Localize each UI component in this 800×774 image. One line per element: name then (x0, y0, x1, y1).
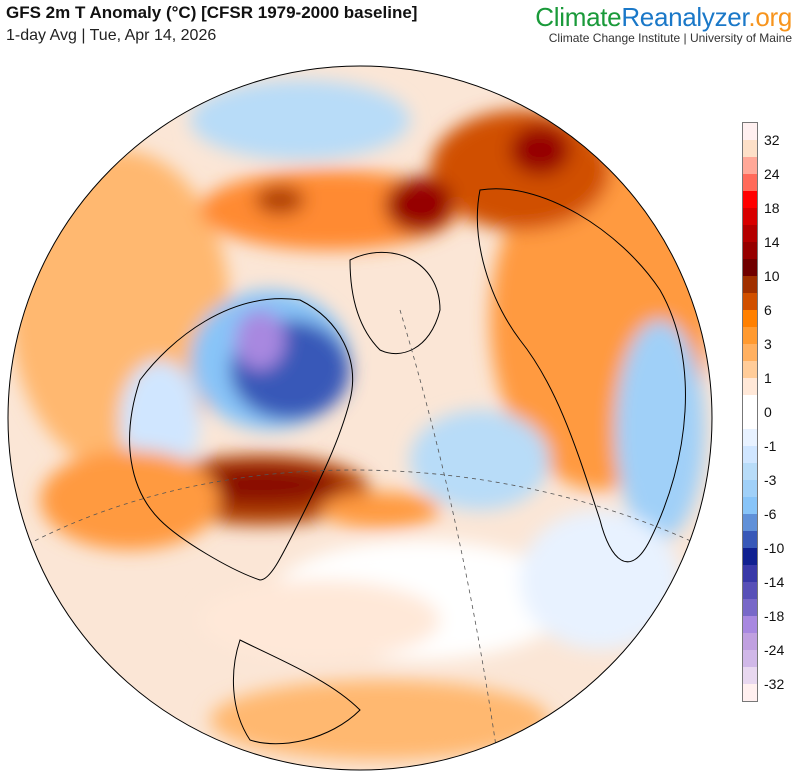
colorbar-label: 10 (764, 268, 780, 284)
colorbar-segment (743, 259, 757, 276)
colorbar-label: 18 (764, 200, 780, 216)
map-subtitle: 1-day Avg | Tue, Apr 14, 2026 (6, 27, 217, 44)
colorbar-segment (743, 429, 757, 446)
colorbar-segment (743, 616, 757, 633)
map-title: GFS 2m T Anomaly (°C) [CFSR 1979-2000 ba… (6, 3, 418, 22)
colorbar-segment (743, 650, 757, 667)
colorbar-label: 0 (764, 404, 772, 420)
colorbar-segment (743, 276, 757, 293)
colorbar-segment (743, 208, 757, 225)
institution-label: Climate Change Institute | University of… (548, 31, 792, 45)
colorbar-label: 6 (764, 302, 772, 318)
colorbar-segment (743, 157, 757, 174)
colorbar-label: -24 (764, 642, 785, 658)
colorbar-segment (743, 497, 757, 514)
colorbar-segment (743, 174, 757, 191)
colorbar-segment (743, 514, 757, 531)
colorbar-segment (743, 412, 757, 429)
colorbar-segment (743, 480, 757, 497)
colorbar-label: -32 (764, 676, 785, 692)
colorbar-segment (743, 395, 757, 412)
colorbar-segment (743, 565, 757, 582)
colorbar-segment (743, 548, 757, 565)
colorbar-label: -10 (764, 540, 785, 556)
colorbar-segment (743, 123, 757, 140)
brand-part-2: Reanalyzer (621, 2, 749, 32)
colorbar-segment (743, 361, 757, 378)
colorbar-label: 1 (764, 370, 772, 386)
colorbar-segment (743, 344, 757, 361)
brand-part-1: Climate (535, 2, 622, 32)
colorbar-label: -3 (764, 472, 777, 488)
colorbar-segment (743, 684, 757, 701)
colorbar-segment (743, 327, 757, 344)
brand-part-3: .org (748, 2, 792, 32)
globe-outline (7, 65, 713, 771)
colorbar-segment (743, 293, 757, 310)
colorbar-label: 14 (764, 234, 780, 250)
colorbar (742, 122, 758, 702)
colorbar-segment (743, 378, 757, 395)
colorbar-label: -6 (764, 506, 777, 522)
colorbar-segment (743, 310, 757, 327)
colorbar-segment (743, 463, 757, 480)
colorbar-segment (743, 667, 757, 684)
colorbar-segment (743, 582, 757, 599)
colorbar-segment (743, 599, 757, 616)
colorbar-segment (743, 633, 757, 650)
colorbar-label: -1 (764, 438, 777, 454)
colorbar-segment (743, 140, 757, 157)
colorbar-label: 3 (764, 336, 772, 352)
colorbar-label: 24 (764, 166, 780, 182)
colorbar-segment (743, 225, 757, 242)
brand-logo[interactable]: ClimateReanalyzer.org (535, 2, 792, 33)
colorbar-label: -18 (764, 608, 785, 624)
colorbar-segment (743, 531, 757, 548)
colorbar-segment (743, 191, 757, 208)
colorbar-label: -14 (764, 574, 785, 590)
colorbar-label: 32 (764, 132, 780, 148)
globe-field (8, 66, 712, 770)
anomaly-map (7, 65, 713, 771)
coastlines (129, 188, 686, 745)
colorbar-segment (743, 446, 757, 463)
graticule (8, 309, 712, 770)
colorbar-segment (743, 242, 757, 259)
